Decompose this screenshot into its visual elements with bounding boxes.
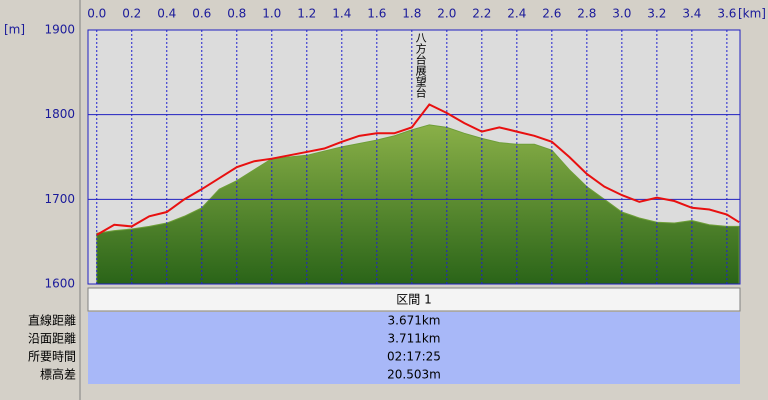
x-tick-label: 1.8 — [402, 7, 421, 21]
plot-border — [87, 29, 741, 285]
table-row-bg — [88, 366, 740, 384]
y-tick-label: 1900 — [44, 23, 75, 37]
table-header: 区間 1 — [396, 293, 431, 307]
row-value: 20.503m — [387, 368, 441, 382]
table-row-bg — [88, 348, 740, 366]
x-tick-label: 2.0 — [437, 7, 456, 21]
x-tick-label: 0.2 — [122, 7, 141, 21]
x-tick-label: 2.6 — [542, 7, 561, 21]
y-unit: [m] — [4, 23, 25, 37]
y-tick-label: 1700 — [44, 192, 75, 206]
route-line — [96, 103, 740, 236]
table-row-bg — [88, 312, 740, 330]
row-label: 所要時間 — [28, 350, 76, 364]
row-value: 02:17:25 — [387, 350, 441, 364]
x-tick-label: 0.4 — [157, 7, 176, 21]
table-header-bg — [87, 287, 741, 312]
y-tick-label: 1800 — [44, 107, 75, 121]
x-tick-label: 2.8 — [577, 7, 596, 21]
x-tick-label: 3.4 — [682, 7, 701, 21]
x-tick-label: 1.6 — [367, 7, 386, 21]
table-row-bg — [88, 330, 740, 348]
row-value: 3.671km — [388, 314, 441, 328]
x-unit: [km] — [738, 7, 766, 21]
row-label: 沿面距離 — [28, 332, 76, 346]
x-tick-label: 0.0 — [87, 7, 106, 21]
x-tick-label: 1.4 — [332, 7, 351, 21]
y-tick-label: 1600 — [44, 277, 75, 291]
x-tick-label: 2.4 — [507, 7, 526, 21]
x-tick-label: 2.2 — [472, 7, 491, 21]
x-tick-label: 3.2 — [647, 7, 666, 21]
x-tick-label: 3.6 — [717, 7, 736, 21]
x-tick-label: 0.8 — [227, 7, 246, 21]
x-tick-label: 0.6 — [192, 7, 211, 21]
row-label: 直線距離 — [28, 313, 76, 328]
row-value: 3.711km — [388, 332, 441, 346]
row-label: 標高差 — [40, 367, 76, 382]
annotation: 八方台展望台 — [414, 32, 427, 98]
x-tick-label: 1.2 — [297, 7, 316, 21]
x-tick-label: 3.0 — [612, 7, 631, 21]
x-tick-label: 1.0 — [262, 7, 281, 21]
